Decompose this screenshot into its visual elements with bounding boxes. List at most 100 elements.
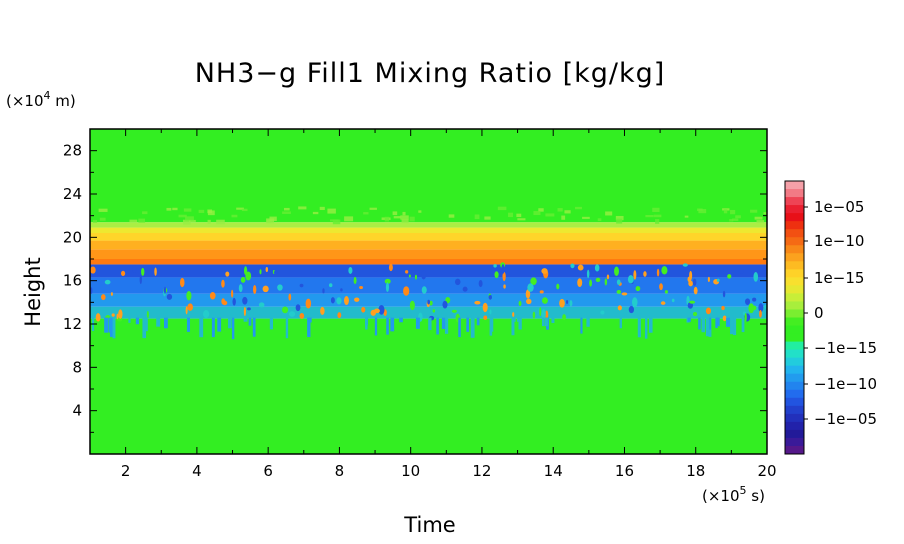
colorbar-swatch — [785, 317, 804, 327]
heatmap-cell — [488, 294, 492, 300]
heatmap-cell — [448, 214, 455, 218]
heatmap-cell — [516, 213, 522, 218]
heatmap-band — [90, 318, 767, 454]
colorbar-swatch — [785, 269, 804, 278]
heatmap-cell — [518, 300, 522, 307]
heatmap-cell — [735, 215, 741, 219]
heatmap-band — [90, 227, 767, 233]
heatmap-cell — [511, 317, 515, 336]
heatmap-cell — [436, 317, 439, 335]
heatmap-cell — [698, 317, 701, 330]
heatmap-cell — [722, 315, 727, 322]
heatmap-cell — [208, 268, 212, 274]
x-tick-label: 6 — [263, 462, 273, 480]
heatmap-band — [90, 233, 767, 241]
heatmap-cell — [283, 207, 290, 211]
heatmap-cell — [748, 303, 755, 314]
heatmap-cell — [400, 215, 409, 220]
heatmap-cell — [616, 218, 623, 224]
heatmap-cell — [517, 317, 521, 322]
colorbar-swatch — [785, 253, 804, 262]
colorbar-label: −1e−15 — [814, 339, 877, 357]
heatmap-cell — [752, 297, 757, 302]
colorbar-swatch — [785, 437, 804, 447]
heatmap-cell — [266, 218, 275, 224]
colorbar-swatch — [785, 413, 804, 423]
heatmap-cell — [517, 218, 526, 221]
heatmap-cell — [421, 270, 427, 280]
heatmap-cell — [243, 266, 248, 276]
heatmap-cell — [525, 289, 531, 299]
heatmap-cell — [589, 279, 593, 287]
heatmap-cell — [269, 317, 274, 330]
heatmap-cell — [501, 264, 505, 274]
heatmap-cell — [539, 306, 542, 317]
colorbar-swatch — [785, 229, 804, 238]
heatmap-cell — [111, 313, 115, 317]
y-tick-label: 4 — [72, 402, 82, 420]
heatmap-cell — [429, 300, 433, 306]
heatmap-cell — [154, 267, 157, 276]
colorbar-swatch — [785, 333, 804, 343]
heatmap-cell — [281, 306, 289, 314]
heatmap-cell — [545, 213, 555, 217]
heatmap-cell — [243, 306, 247, 317]
heatmap-cell — [288, 311, 296, 317]
heatmap-cell — [575, 206, 582, 210]
heatmap-cell — [605, 211, 613, 216]
heatmap-cell — [199, 317, 204, 338]
heatmap-cell — [330, 297, 335, 304]
heatmap-cell — [207, 210, 215, 216]
heatmap-cell — [232, 297, 236, 306]
heatmap-cell — [566, 299, 569, 304]
heatmap-cell — [753, 271, 759, 282]
x-tick-label: 14 — [544, 462, 563, 480]
heatmap-cell — [442, 300, 448, 309]
colorbar-swatch — [785, 397, 804, 407]
heatmap-cell — [166, 293, 173, 300]
heatmap-cell — [145, 317, 148, 332]
heatmap-cell — [582, 216, 590, 219]
heatmap-cell — [225, 271, 230, 277]
heatmap-cell — [580, 317, 583, 334]
heatmap-cell — [476, 317, 480, 326]
heatmap-cell — [754, 216, 763, 220]
heatmap-cell — [518, 317, 522, 330]
heatmap-cell — [179, 277, 185, 288]
heatmap-cell — [716, 317, 720, 327]
heatmap-cell — [337, 312, 342, 319]
heatmap-cell — [595, 277, 601, 282]
heatmap-cell — [90, 266, 96, 274]
heatmap-cell — [156, 317, 161, 327]
heatmap-cell — [365, 317, 368, 330]
heatmap-cell — [708, 317, 712, 330]
heatmap-cell — [166, 207, 172, 211]
heatmap-cell — [388, 263, 393, 272]
heatmap-cell — [730, 209, 736, 215]
heatmap-cell — [532, 311, 536, 319]
heatmap-cell — [221, 279, 225, 288]
heatmap-cell — [570, 263, 575, 269]
heatmap-cell — [258, 302, 265, 308]
colorbar-swatch — [785, 285, 804, 294]
colorbar-swatch — [785, 213, 804, 222]
heatmap-cell — [616, 279, 621, 285]
heatmap-cell — [643, 271, 647, 277]
heatmap-cell — [295, 304, 301, 312]
heatmap-cell — [577, 278, 583, 287]
heatmap-cell — [759, 310, 762, 318]
heatmap-cell — [493, 264, 497, 268]
colorbar-swatch — [785, 277, 804, 286]
heatmap-cell — [217, 317, 222, 332]
heatmap-cell — [577, 264, 584, 271]
heatmap-cell — [632, 297, 638, 308]
heatmap-cell — [128, 317, 131, 323]
heatmap-cell — [373, 308, 380, 314]
heatmap-cell — [627, 275, 634, 284]
heatmap-cell — [615, 215, 624, 221]
heatmap-cell — [238, 284, 243, 293]
colorbar-swatch — [785, 181, 804, 190]
heatmap-cell — [562, 314, 566, 321]
heatmap-cell — [369, 207, 377, 210]
